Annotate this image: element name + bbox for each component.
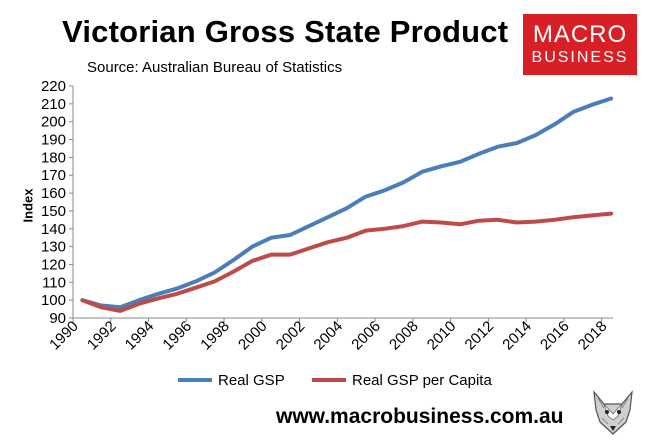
x-tick-label: 2008: [386, 318, 422, 354]
x-tick-label: 2010: [424, 318, 460, 354]
x-tick-label: 2000: [235, 318, 271, 354]
y-tick-label: 130: [41, 239, 66, 256]
macrobusiness-logo: MACRO BUSINESS: [523, 14, 637, 75]
x-tick-label: 1992: [84, 318, 120, 354]
x-tick-label: 2002: [273, 318, 309, 354]
y-tick-label: 210: [41, 96, 66, 113]
website-url: www.macrobusiness.com.au: [276, 405, 564, 428]
x-tick-label: 2004: [311, 318, 347, 354]
x-tick-label: 2014: [499, 318, 535, 354]
x-tick-label: 2012: [462, 318, 498, 354]
x-tick-label: 2018: [575, 318, 611, 354]
x-tick-label: 1996: [159, 318, 195, 354]
y-tick-label: 200: [41, 114, 66, 131]
y-tick-label: 190: [41, 132, 66, 149]
chart-subtitle: Source: Australian Bureau of Statistics: [87, 59, 343, 76]
y-tick-label: 110: [42, 274, 66, 291]
x-tick-label: 2016: [537, 318, 573, 354]
series-line-real-gsp: [80, 96, 614, 310]
y-tick-label: 140: [41, 221, 66, 238]
y-tick-label: 170: [41, 167, 66, 184]
legend-label-real-gsp: Real GSP: [218, 372, 285, 389]
y-tick-label: 150: [41, 203, 66, 220]
y-tick-label: 160: [41, 185, 66, 202]
x-tick-label: 1994: [122, 318, 158, 354]
logo-line-2: BUSINESS: [531, 49, 629, 66]
y-tick-label: 90: [49, 310, 66, 327]
x-tick-label: 2006: [348, 318, 384, 354]
y-tick-label: 100: [41, 292, 66, 309]
fox-mascot-icon: [588, 388, 638, 438]
series-line-real-gsp-per-capita: [80, 211, 614, 313]
chart-title: Victorian Gross State Product: [62, 14, 509, 49]
y-tick-label: 180: [41, 149, 66, 166]
x-tick-label: 1998: [197, 318, 233, 354]
y-tick-label: 120: [41, 256, 66, 273]
y-tick-label: 220: [41, 78, 66, 95]
legend-label-real-gsp-per-capita: Real GSP per Capita: [352, 372, 492, 389]
logo-line-1: MACRO: [532, 21, 628, 48]
